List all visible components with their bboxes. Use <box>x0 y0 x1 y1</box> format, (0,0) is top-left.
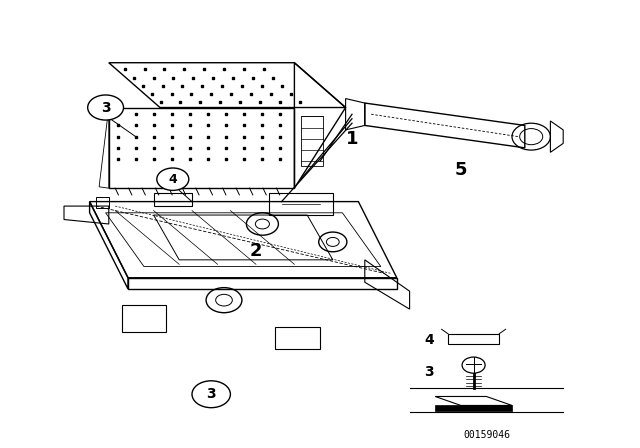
Text: 3: 3 <box>206 387 216 401</box>
Text: 3: 3 <box>100 100 111 115</box>
Text: 4: 4 <box>424 333 434 348</box>
Polygon shape <box>435 405 512 411</box>
Text: 5: 5 <box>454 161 467 179</box>
Circle shape <box>88 95 124 120</box>
Text: 1: 1 <box>346 130 358 148</box>
Circle shape <box>157 168 189 190</box>
Text: 4: 4 <box>168 172 177 186</box>
Text: 3: 3 <box>424 365 434 379</box>
Text: 00159046: 00159046 <box>463 430 510 439</box>
Circle shape <box>192 381 230 408</box>
Text: 2: 2 <box>250 242 262 260</box>
